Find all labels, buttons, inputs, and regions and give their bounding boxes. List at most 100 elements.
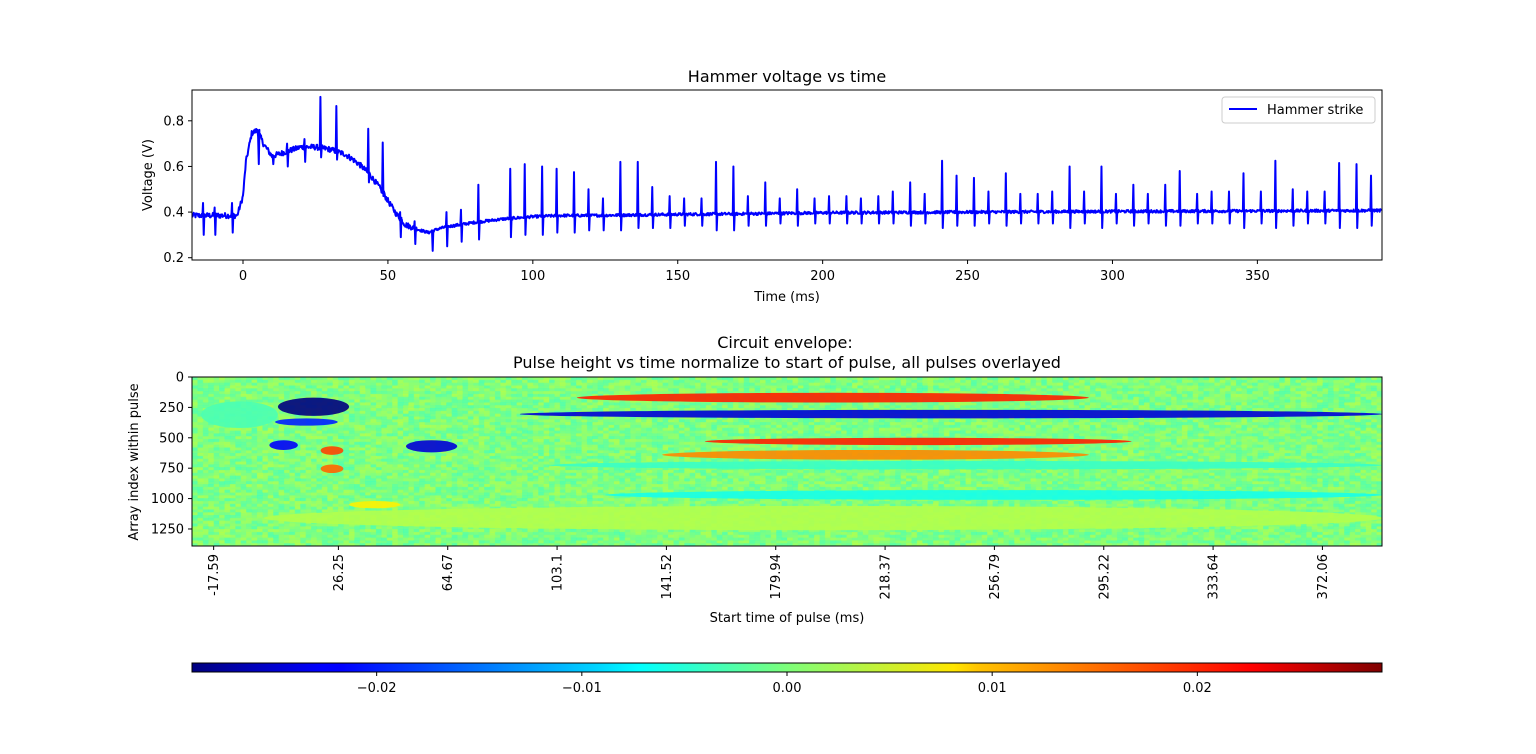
heatmap-cell: [1106, 433, 1113, 437]
heatmap-cell: [824, 419, 831, 423]
heatmap-cell: [289, 413, 296, 418]
heatmap-cell: [1030, 433, 1037, 437]
heatmap-cell: [965, 382, 972, 387]
heatmap-cell: [954, 427, 961, 432]
heatmap-cell: [289, 382, 296, 387]
heatmap-cell: [954, 419, 961, 423]
heatmap-cell: [1127, 427, 1134, 432]
heatmap-cell: [267, 379, 274, 384]
heatmap-cell: [700, 405, 707, 409]
heatmap-cell: [1219, 391, 1226, 395]
heatmap-cell: [673, 427, 680, 432]
heatmap-cell: [922, 377, 929, 381]
heatmap-cell: [716, 433, 723, 437]
heatmap-cell: [1300, 427, 1307, 432]
heatmap-cell: [473, 407, 480, 412]
heatmap-cell: [938, 379, 945, 384]
heatmap-cell: [565, 416, 572, 420]
heatmap-cell: [981, 391, 988, 395]
heatmap-cell: [673, 405, 680, 409]
heatmap-cell: [462, 382, 469, 387]
heatmap-cell: [651, 436, 658, 440]
heatmap-cell: [192, 377, 199, 381]
heatmap-cell: [857, 379, 864, 384]
heatmap-cell: [987, 436, 994, 440]
heatmap-cell: [419, 391, 426, 395]
heatmap-cell: [462, 391, 469, 395]
heatmap-cell: [240, 393, 247, 398]
heatmap-cell: [613, 402, 620, 406]
heatmap-cell: [1203, 402, 1210, 406]
heatmap-cell: [873, 436, 880, 440]
heatmap-cell: [413, 419, 420, 423]
heatmap-cell: [532, 391, 539, 395]
heatmap-cell: [273, 402, 280, 406]
heatmap-cell: [462, 416, 469, 420]
heatmap-cell: [1122, 396, 1129, 401]
heatmap-cell: [354, 427, 361, 432]
heatmap-cell: [305, 391, 312, 395]
heatmap-cell: [1171, 405, 1178, 409]
heatmap-cell: [1181, 402, 1188, 406]
heatmap-cell: [776, 385, 783, 389]
heatmap-cell: [224, 379, 231, 384]
heatmap-cell: [457, 405, 464, 409]
heatmap-cell: [278, 391, 285, 395]
heatmap-cell: [949, 385, 956, 389]
heatmap-cell: [987, 385, 994, 389]
heatmap-cell: [684, 427, 691, 432]
heatmap-cell: [197, 433, 204, 437]
heatmap-cell: [462, 393, 469, 398]
heatmap-cell: [1246, 379, 1253, 384]
heatmap-cell: [1311, 430, 1318, 434]
heatmap-cell: [1154, 436, 1161, 440]
heatmap-cell: [1268, 402, 1275, 406]
heatmap-cell: [976, 377, 983, 381]
heatmap-cell: [635, 399, 642, 403]
heatmap-cell: [711, 377, 718, 381]
heatmap-cell: [511, 382, 518, 387]
heatmap-cell: [316, 430, 323, 434]
heatmap-cell: [435, 407, 442, 412]
heatmap-cell: [922, 402, 929, 406]
heatmap-cell: [581, 399, 588, 403]
heatmap-cell: [657, 377, 664, 381]
heatmap-cell: [646, 382, 653, 387]
heatmap-cell: [1208, 430, 1215, 434]
heatmap-cell: [1089, 385, 1096, 389]
heatmap-cell: [916, 391, 923, 395]
heatmap-cell: [830, 424, 837, 429]
heatmap-cell: [1019, 399, 1026, 403]
heatmap-cell: [862, 377, 869, 381]
heatmap-cell: [1100, 427, 1107, 432]
heatmap-cell: [1295, 424, 1302, 429]
heatmap-cell: [1371, 402, 1378, 406]
heatmap-cell: [851, 382, 858, 387]
heatmap-cell: [1176, 402, 1183, 406]
heatmap-cell: [1317, 391, 1324, 395]
heatmap-cell: [808, 385, 815, 389]
heatmap-cell: [640, 402, 647, 406]
heatmap-cell: [1344, 388, 1351, 392]
heatmap-cell: [559, 396, 566, 401]
heatmap-cell: [192, 419, 199, 423]
heatmap-cell: [1089, 427, 1096, 432]
heatmap-cell: [851, 402, 858, 406]
heatmap-cell: [1138, 382, 1145, 387]
heatmap-cell: [630, 419, 637, 423]
heatmap-cell: [586, 424, 593, 429]
heatmap-cell: [1073, 405, 1080, 409]
heatmap-cell: [765, 405, 772, 409]
heatmap-cell: [543, 407, 550, 412]
heatmap-cell: [451, 433, 458, 437]
heatmap-cell: [841, 433, 848, 437]
heatmap-cell: [565, 427, 572, 432]
heatmap-cell: [705, 427, 712, 432]
heatmap-cell: [1208, 385, 1215, 389]
heatmap-cell: [440, 430, 447, 434]
heatmap-cell: [1290, 427, 1297, 432]
heatmap-cell: [846, 419, 853, 423]
heatmap-cell: [262, 385, 269, 389]
heatmap-cell: [878, 427, 885, 432]
heatmap-cell: [1376, 388, 1382, 392]
